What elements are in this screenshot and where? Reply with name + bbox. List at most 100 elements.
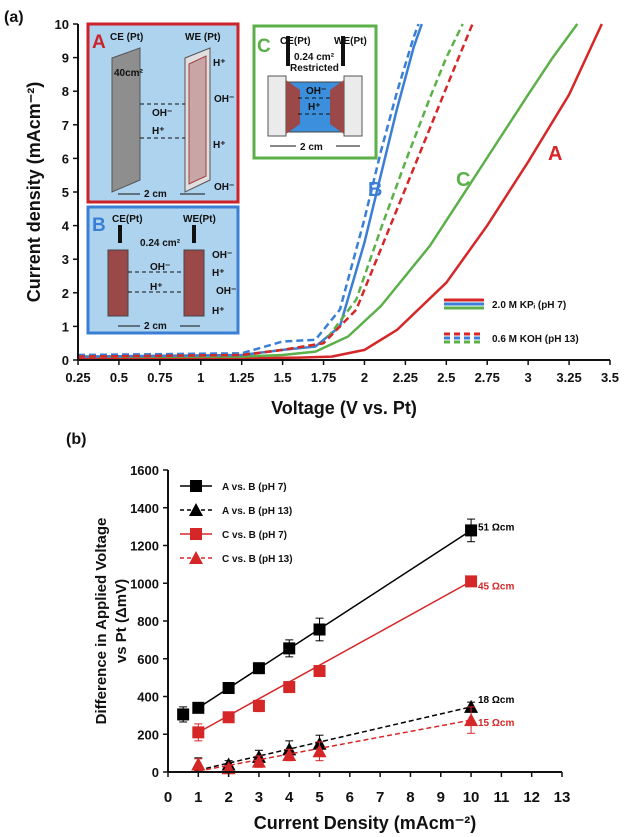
chart-a-y-tick-label: 8	[62, 84, 69, 99]
chart-a-series	[77, 23, 603, 360]
inset-b-ce-electrode	[107, 249, 129, 317]
data-point-square	[252, 662, 265, 675]
inset-a-area-label: 40cm²	[114, 68, 144, 79]
data-point-triangle	[282, 748, 297, 762]
inset-a-oh-label-3: OH⁻	[214, 182, 234, 193]
chart-b-x-tick-label: 8	[406, 789, 414, 806]
chart-b-y-axis-title-line1: Difference in Applied Voltage	[93, 518, 110, 725]
chart-a-y-tick-label: 0	[62, 353, 69, 368]
resistance-label: 51 Ωcm	[478, 522, 514, 533]
resistance-label: 15 Ωcm	[478, 718, 514, 729]
data-point-square	[192, 726, 205, 739]
chart-a-y-tick-label: 1	[62, 319, 69, 334]
inset-c: C CE(Pt) WE(Pt) 0.24 cm² Restricted OH⁻ …	[252, 24, 378, 160]
inset-c-letter: C	[257, 36, 271, 57]
inset-b-h-label-2: H⁺	[212, 268, 225, 279]
inset-a-distance-label: 2 cm	[144, 189, 167, 200]
inset-b-h-label-3: H⁺	[212, 306, 225, 317]
chart-a-x-tick-label: 3.25	[556, 370, 581, 385]
data-point-square	[465, 524, 478, 537]
chart-a-y-tick-label: 10	[55, 17, 69, 32]
inset-c-we-electrode	[343, 75, 363, 137]
resistance-label: 45 Ωcm	[478, 581, 514, 592]
inset-c-distance-label: 2 cm	[300, 142, 323, 153]
data-point-square	[465, 575, 478, 588]
chart-b-x-tick-label: 9	[437, 789, 445, 806]
inset-a-we-active-area	[188, 55, 207, 185]
inset-c-ce-electrode	[267, 75, 287, 137]
legend-solid-label: 2.0 M KPᵢ (pH 7)	[492, 300, 566, 311]
inset-a-oh-label: OH⁻	[152, 108, 172, 119]
chart-b-axes: 0 1 2 3 4 5 6 7 8 9 10 11 12 130200400600800100012001…	[93, 463, 570, 833]
chart-a-legend: 2.0 M KPᵢ (pH 7) 0.6 M KOH (pH 13)	[444, 298, 579, 345]
chart-b-y-tick-label: 0	[152, 765, 159, 780]
chart-a-y-tick-label: 4	[62, 219, 70, 234]
chart-b-y-tick-label: 1400	[130, 501, 159, 516]
data-point-square	[252, 699, 265, 712]
chart-b-y-tick-label: 1600	[130, 463, 159, 478]
data-point-triangle	[221, 761, 236, 775]
series-line-b-dashed	[77, 23, 420, 357]
curve-label-c: C	[456, 169, 470, 191]
series-line-a-dashed	[77, 23, 474, 358]
chart-a-y-tick-label: 6	[62, 151, 69, 166]
data-point-square	[192, 701, 205, 714]
inset-b-h-label: H⁺	[150, 282, 163, 293]
chart-b-x-tick-label: 3	[255, 789, 263, 806]
chart-a-x-tick-label: 3	[525, 370, 532, 385]
inset-b-letter: B	[92, 215, 106, 236]
chart-a-x-tick-label: 2.5	[437, 370, 455, 385]
chart-b-x-tick-label: 10	[463, 789, 480, 806]
inset-b-area-label: 0.24 cm²	[140, 238, 181, 249]
legend-label: A vs. B (pH 7)	[222, 482, 287, 493]
inset-a-oh-label-2: OH⁻	[214, 94, 234, 105]
data-point-triangle	[464, 713, 479, 727]
inset-c-we-label: WE(Pt)	[334, 36, 367, 47]
data-point-square	[313, 665, 326, 678]
data-point-square	[222, 682, 235, 695]
chart-a-y-tick-label: 7	[62, 118, 69, 133]
series-line-b-solid	[77, 23, 423, 358]
inset-c-restricted-label: Restricted	[290, 63, 339, 74]
curve-label-a: A	[548, 143, 562, 165]
chart-b-x-tick-label: 12	[523, 789, 540, 806]
inset-b-oh-label: OH⁻	[150, 262, 170, 273]
chart-b-y-axis-title-line2: vs Pt (ΔmV)	[113, 579, 130, 663]
chart-a-x-tick-label: 2.25	[393, 370, 418, 385]
inset-b-ce-label: CE(Pt)	[112, 214, 143, 225]
chart-a-x-tick-label: 1.25	[229, 370, 254, 385]
legend-marker-square	[190, 528, 202, 540]
chart-a-x-tick-label: 1.75	[311, 370, 336, 385]
inset-c-h-label: H⁺	[308, 102, 321, 113]
data-point-square	[283, 642, 296, 655]
chart-a-y-tick-label: 9	[62, 51, 69, 66]
inset-b-oh-label-2: OH⁻	[212, 250, 232, 261]
fit-line-1	[198, 706, 472, 771]
data-point-square	[177, 708, 190, 721]
fit-line-3	[198, 719, 472, 772]
chart-b-y-tick-label: 400	[137, 690, 159, 705]
inset-c-oh-label: OH⁻	[306, 86, 326, 97]
inset-a-we-label: WE (Pt)	[185, 32, 221, 43]
chart-a-y-tick-label: 5	[62, 185, 69, 200]
inset-a-ce-electrode	[111, 47, 141, 193]
fit-line-0	[197, 529, 472, 709]
data-point-triangle	[251, 754, 266, 768]
chart-b-x-tick-label: 2	[224, 789, 232, 806]
legend-marker-triangle	[189, 503, 203, 516]
chart-a-y-tick-label: 2	[62, 286, 69, 301]
data-point-triangle	[312, 744, 327, 758]
chart-b-x-tick-label: 6	[346, 789, 354, 806]
chart-b-x-tick-label: 13	[554, 789, 571, 806]
chart-a-y-tick-label: 3	[62, 252, 69, 267]
inset-a-letter: A	[92, 32, 106, 53]
series-line-c-solid	[78, 23, 579, 358]
chart-b-y-tick-label: 1000	[130, 576, 159, 591]
chart-b-x-tick-label: 1	[194, 789, 202, 806]
data-point-square	[283, 681, 296, 694]
chart-b-x-axis-title: Current Density (mAcm⁻²)	[254, 813, 477, 833]
inset-c-we-lead	[341, 36, 345, 66]
chart-b-y-tick-label: 1200	[130, 539, 159, 554]
curve-label-b: B	[368, 179, 382, 201]
